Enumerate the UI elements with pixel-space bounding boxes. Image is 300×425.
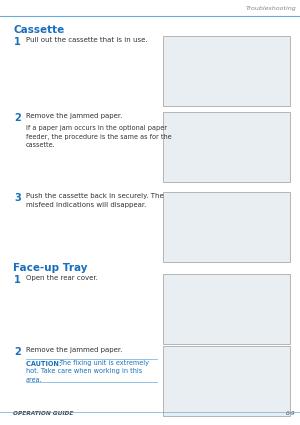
Bar xyxy=(163,36,290,106)
Text: Push the cassette back in securely. The
misfeed indications will disappear.: Push the cassette back in securely. The … xyxy=(26,193,164,207)
Text: 2: 2 xyxy=(14,113,21,123)
Text: 6-9: 6-9 xyxy=(285,411,295,416)
Bar xyxy=(163,112,290,182)
Text: Remove the jammed paper.: Remove the jammed paper. xyxy=(26,113,122,119)
Text: 1: 1 xyxy=(14,37,21,47)
Text: Remove the jammed paper.: Remove the jammed paper. xyxy=(26,347,122,353)
Text: 1: 1 xyxy=(14,275,21,285)
Text: The fixing unit is extremely: The fixing unit is extremely xyxy=(59,360,149,366)
Text: Troubleshooting: Troubleshooting xyxy=(245,6,296,11)
Text: If a paper jam occurs in the optional paper
feeder, the procedure is the same as: If a paper jam occurs in the optional pa… xyxy=(26,125,172,148)
Text: CAUTION:: CAUTION: xyxy=(26,360,64,366)
Text: Face-up Tray: Face-up Tray xyxy=(13,263,88,273)
Text: Pull out the cassette that is in use.: Pull out the cassette that is in use. xyxy=(26,37,148,43)
Bar xyxy=(163,192,290,262)
Text: Cassette: Cassette xyxy=(13,25,64,35)
Text: 3: 3 xyxy=(14,193,21,203)
Bar xyxy=(163,274,290,344)
Text: 2: 2 xyxy=(14,347,21,357)
Text: hot. Take care when working in this
area.: hot. Take care when working in this area… xyxy=(26,368,142,382)
Text: OPERATION GUIDE: OPERATION GUIDE xyxy=(13,411,74,416)
Bar xyxy=(163,346,290,416)
Text: Open the rear cover.: Open the rear cover. xyxy=(26,275,98,281)
